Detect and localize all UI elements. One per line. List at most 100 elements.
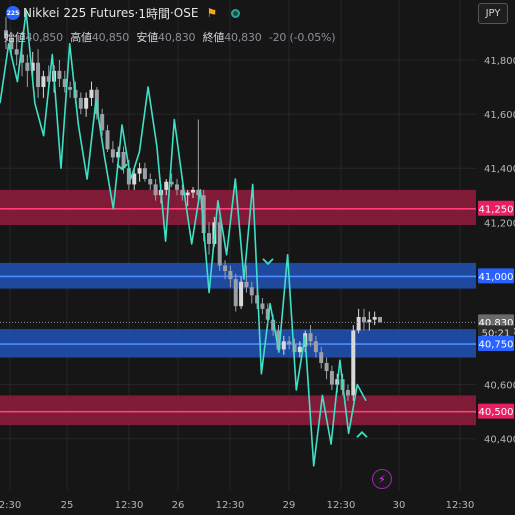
candle-body bbox=[356, 316, 361, 331]
price-badge-text: 41,250 bbox=[479, 204, 514, 215]
candle-body bbox=[217, 222, 222, 266]
candle-body bbox=[78, 97, 83, 109]
symbol-header[interactable]: 225 Nikkei 225 Futures · 1時間 · OSE ⚑ bbox=[0, 0, 241, 26]
price-badge-text: 40,830 bbox=[479, 318, 514, 329]
candle-body bbox=[57, 70, 62, 79]
candle-body bbox=[271, 319, 276, 331]
candle-body bbox=[378, 316, 382, 323]
price-badge-blue bbox=[478, 268, 514, 284]
time-axis-label: 25 bbox=[61, 500, 74, 511]
high-value: 40,850 bbox=[91, 31, 130, 44]
interval-label[interactable]: 1時間 bbox=[138, 6, 170, 21]
candle-body bbox=[244, 281, 249, 288]
price-axis-label: 41,800 bbox=[484, 56, 515, 67]
candle-body bbox=[223, 265, 228, 271]
exchange-label: OSE bbox=[173, 6, 199, 20]
candle-body bbox=[313, 341, 318, 353]
close-value: 40,830 bbox=[224, 31, 262, 44]
open-label: 始値 bbox=[4, 31, 26, 44]
candle-body bbox=[265, 308, 270, 320]
candle-body bbox=[260, 303, 265, 309]
candle-body bbox=[25, 62, 30, 71]
price-axis-label: 41,200 bbox=[484, 218, 515, 229]
forecast-arrow-down-icon bbox=[262, 258, 274, 266]
candle-body bbox=[84, 97, 89, 109]
candle-body bbox=[228, 270, 233, 280]
price-axis-label: 41,600 bbox=[484, 110, 515, 121]
candle-body bbox=[4, 30, 8, 39]
candle-body bbox=[121, 151, 126, 169]
candle-body bbox=[287, 341, 292, 345]
lightning-icon[interactable]: ⚡ bbox=[372, 469, 392, 489]
title-separator: · bbox=[134, 6, 139, 20]
candle-body bbox=[68, 87, 73, 90]
price-axis-label: 41,400 bbox=[484, 164, 515, 175]
candle-body bbox=[110, 149, 115, 158]
close-label: 終値 bbox=[202, 31, 225, 44]
market-open-dot-icon bbox=[231, 8, 241, 18]
title-separator-2: · bbox=[169, 6, 174, 20]
ohlc-legend: 始値40,850 高値40,850 安値40,830 終値40,830 -20 … bbox=[4, 29, 339, 45]
candle-body bbox=[180, 189, 185, 196]
price-badge-blue bbox=[478, 336, 514, 352]
candle-body bbox=[30, 62, 35, 71]
price-axis-label: 40,400 bbox=[484, 435, 515, 446]
candle-body bbox=[89, 89, 94, 98]
candle-body bbox=[153, 184, 158, 196]
change-value: -20 (-0.05%) bbox=[268, 31, 336, 44]
candle-body bbox=[126, 168, 131, 185]
candle-body bbox=[367, 319, 372, 323]
candle-body bbox=[36, 62, 41, 88]
time-axis-label: 2:30 bbox=[0, 500, 21, 511]
candle-body bbox=[249, 287, 254, 296]
candle-body bbox=[292, 344, 297, 353]
candle-body bbox=[201, 195, 206, 234]
time-axis-label: 12:30 bbox=[327, 500, 356, 511]
candle-body bbox=[100, 114, 105, 131]
low-value: 40,830 bbox=[158, 31, 196, 44]
time-axis-label: 12:30 bbox=[216, 500, 245, 511]
price-badge-red bbox=[478, 403, 514, 419]
candle-body bbox=[164, 181, 169, 190]
candle-body bbox=[62, 78, 67, 88]
candle-body bbox=[308, 333, 313, 342]
candle-body bbox=[196, 189, 201, 196]
candle-body bbox=[9, 38, 14, 50]
candle-body bbox=[132, 173, 137, 185]
price-badge-text: 50:21 bbox=[482, 329, 511, 340]
candle-body bbox=[20, 54, 25, 63]
candle-body bbox=[174, 184, 179, 190]
price-badge-red bbox=[478, 200, 514, 216]
time-axis-label: 30 bbox=[393, 500, 406, 511]
flag-icon[interactable]: ⚑ bbox=[206, 6, 218, 20]
price-badge-text: 40,500 bbox=[479, 407, 514, 418]
high-label: 高値 bbox=[70, 31, 92, 44]
price-axis-label: 40,600 bbox=[484, 381, 515, 392]
symbol-logo-icon: 225 bbox=[6, 6, 20, 20]
candle-body bbox=[148, 179, 153, 185]
candle-body bbox=[207, 233, 212, 244]
price-badge-text: 41,000 bbox=[479, 272, 514, 283]
candle-body bbox=[137, 168, 142, 174]
currency-button[interactable]: JPY bbox=[478, 3, 508, 24]
candle-body bbox=[255, 295, 260, 304]
candle-body bbox=[239, 281, 244, 307]
zone-target bbox=[0, 395, 476, 426]
price-badge-text: 40,750 bbox=[479, 340, 514, 351]
forecast-arrow-up-icon bbox=[356, 431, 368, 438]
candle-body bbox=[361, 316, 366, 323]
candle-body bbox=[169, 181, 174, 185]
time-axis-label: 26 bbox=[172, 500, 185, 511]
candle-body bbox=[46, 76, 51, 82]
open-value: 40,850 bbox=[25, 31, 63, 44]
candle-body bbox=[324, 362, 329, 372]
time-axis-label: 12:30 bbox=[446, 500, 475, 511]
candle-body bbox=[105, 130, 110, 150]
candle-body bbox=[142, 168, 147, 180]
candle-body bbox=[351, 330, 356, 396]
candle-body bbox=[372, 316, 377, 320]
candle-body bbox=[233, 279, 238, 307]
time-axis-label: 12:30 bbox=[115, 500, 144, 511]
